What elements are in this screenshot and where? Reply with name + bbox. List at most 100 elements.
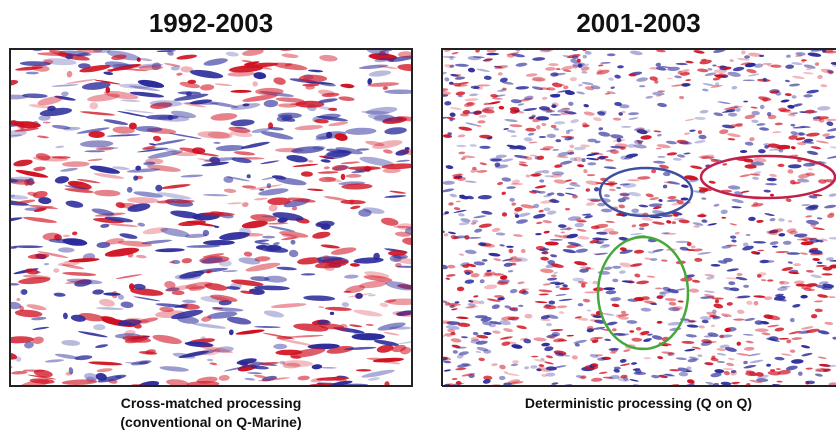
seismic-texture [364,271,390,279]
seismic-texture [825,257,834,261]
seismic-texture [62,234,70,238]
seismic-texture [218,259,232,267]
seismic-texture [367,114,403,122]
seismic-texture [829,264,836,269]
seismic-texture [207,311,238,319]
seismic-texture [506,52,520,56]
seismic-texture [817,106,831,111]
seismic-texture [509,307,519,311]
seismic-texture [786,54,791,58]
seismic-texture [559,227,573,231]
seismic-texture [234,126,247,129]
seismic-texture [483,107,490,110]
seismic-texture [210,113,238,121]
seismic-texture [365,140,385,147]
seismic-texture [447,132,452,135]
seismic-texture [449,107,462,110]
seismic-texture [386,298,413,306]
seismic-texture [827,213,835,218]
seismic-texture [273,77,286,85]
seismic-texture [728,112,738,117]
seismic-texture [341,302,350,307]
seismic-texture [493,258,502,262]
seismic-texture [774,122,783,126]
seismic-texture [539,248,550,252]
seismic-texture [277,112,302,119]
seismic-texture [127,203,151,212]
seismic-texture [792,181,801,185]
seismic-texture [74,355,93,361]
seismic-texture [585,157,600,161]
seismic-texture [692,248,703,252]
seismic-texture [112,126,135,134]
seismic-texture [605,220,615,223]
seismic-texture [545,355,554,359]
seismic-texture [683,132,691,135]
seismic-texture [477,120,486,124]
seismic-texture [523,338,532,344]
seismic-texture [683,152,691,155]
seismic-texture [547,210,557,215]
seismic-texture [534,185,547,189]
seismic-texture [618,112,623,116]
seismic-texture [609,149,619,154]
seismic-texture [704,293,715,298]
seismic-texture [669,369,680,372]
seismic-texture [553,271,558,274]
seismic-texture [260,131,294,140]
seismic-texture [583,104,589,108]
seismic-texture [133,283,146,290]
seismic-texture [514,207,523,212]
seismic-texture [706,311,717,316]
seismic-texture [545,372,556,377]
seismic-texture [662,171,671,177]
seismic-texture [457,95,463,98]
seismic-texture [51,84,79,87]
seismic-texture [592,326,606,330]
seismic-texture [471,219,479,223]
seismic-texture [467,236,482,239]
seismic-texture [812,257,820,262]
seismic-texture [307,188,324,192]
seismic-texture [575,218,586,222]
seismic-texture [601,312,615,316]
seismic-texture [721,124,735,129]
seismic-texture [156,50,176,53]
seismic-texture [128,122,137,130]
seismic-texture [603,166,617,170]
seismic-texture [617,65,624,69]
seismic-texture [790,112,799,115]
seismic-texture [315,136,330,141]
seismic-texture [243,251,253,257]
seismic-texture [521,290,529,295]
seismic-texture [658,374,668,379]
seismic-texture [508,258,523,263]
seismic-texture [542,169,550,174]
seismic-texture [540,358,545,361]
seismic-texture [684,175,698,181]
seismic-texture [205,270,213,274]
seismic-texture [458,213,465,217]
seismic-texture [95,307,124,310]
seismic-texture [649,76,658,81]
seismic-texture [281,53,299,59]
seismic-texture [764,144,770,149]
seismic-texture [470,339,480,344]
seismic-texture [750,161,765,166]
seismic-texture [92,289,104,295]
seismic-texture [701,156,715,159]
seismic-texture [536,125,541,130]
seismic-texture [573,339,587,344]
seismic-texture [637,176,651,180]
seismic-texture [651,221,665,225]
seismic-texture [43,59,54,65]
seismic-texture [262,332,295,340]
seismic-texture [169,261,175,264]
seismic-texture [80,140,114,148]
seismic-texture [679,246,689,251]
seismic-texture [801,141,815,144]
seismic-texture [464,306,475,309]
seismic-texture [736,353,750,356]
seismic-texture [721,110,736,113]
seismic-texture [288,249,299,258]
